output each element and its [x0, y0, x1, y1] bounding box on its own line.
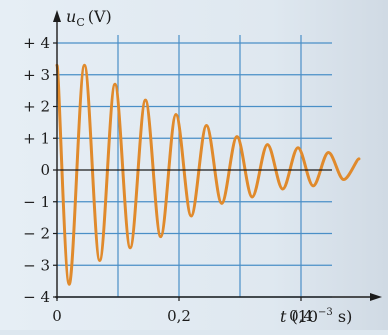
curve-layer: [55, 63, 361, 286]
x-axis-unit-suffix: s): [333, 307, 353, 326]
y-tick-label: 0: [40, 161, 50, 179]
label-layer: + 4+ 3+ 2+ 10− 1− 2− 3− 40 0,2 0,4: [23, 34, 313, 325]
y-tick-label: + 1: [23, 129, 50, 147]
x-axis-arrow: [370, 293, 382, 301]
y-tick-label: − 2: [23, 225, 50, 243]
x-axis-title: t (10−3 s): [280, 307, 352, 326]
y-tick-label: − 3: [23, 256, 50, 274]
x-axis-symbol: t: [280, 307, 287, 326]
y-axis-subscript: C: [76, 16, 84, 29]
series-line-0: [55, 63, 361, 286]
y-tick-label: + 4: [23, 34, 50, 52]
y-tick-label: + 2: [23, 98, 50, 116]
x-tick-label: 0: [52, 307, 62, 325]
x-axis-unit-exponent: −3: [318, 307, 333, 318]
y-axis-unit: (V): [88, 7, 112, 26]
x-tick-label: 0,4: [289, 307, 313, 325]
y-tick-label: + 3: [23, 66, 50, 84]
y-axis-arrow: [53, 10, 61, 22]
y-axis-symbol: u: [66, 7, 76, 26]
x-tick-label: 0,2: [167, 307, 191, 325]
axis-layer: [53, 10, 382, 301]
y-tick-label: − 4: [23, 288, 50, 306]
x-axis-unit-prefix: (10: [291, 307, 318, 326]
y-axis-title: uC (V): [66, 7, 112, 29]
y-tick-label: − 1: [23, 193, 50, 211]
